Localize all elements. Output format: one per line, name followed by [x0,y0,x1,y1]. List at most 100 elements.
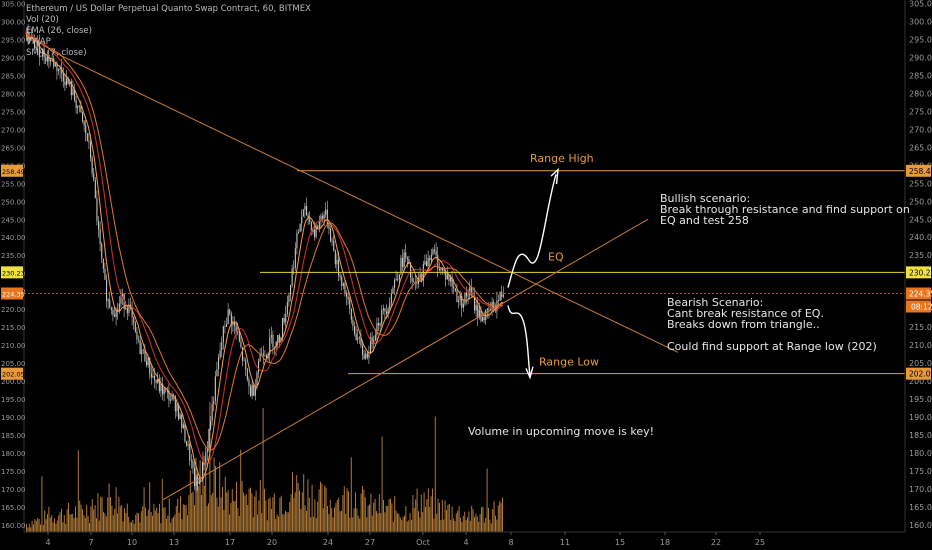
price-tick-label-left: 300.00 [1,19,26,27]
time-tick-label: 25 [755,538,765,547]
price-tick-label-right: 245.00 [909,215,932,224]
svg-text:202.05: 202.05 [909,370,932,379]
price-tick-label-right: 235.00 [909,251,932,260]
price-tick-label-left: 215.00 [1,324,26,332]
price-tick-label-left: 280.00 [1,90,26,98]
price-tick-label-left: 210.00 [1,342,26,350]
price-tick-label-right: 190.00 [909,413,932,422]
bearish-scenario-text: Cant break resistance of EQ. [667,307,824,320]
price-tick-label-left: 305.00 [1,1,26,9]
price-tick-label-right: 300.00 [909,18,932,27]
price-tick-label-left: 290.00 [1,55,26,63]
ascending-trendline [162,218,649,501]
time-tick-label: 18 [660,538,670,547]
price-tick-label-right: 250.00 [909,197,932,206]
price-tick-label-left: 295.00 [1,37,26,45]
time-tick-label: Oct [416,538,430,547]
price-tick-label-right: 285.00 [909,71,932,80]
price-tick-label-right: 270.00 [909,125,932,134]
time-tick-label: 13 [169,538,179,547]
svg-text:258.49: 258.49 [909,167,932,176]
price-tick-label-right: 180.00 [909,449,932,458]
price-tick-label-left: 270.00 [1,126,26,134]
time-tick-label: 4 [45,538,50,547]
svg-text:224.35: 224.35 [2,290,25,298]
price-tick-label-right: 265.00 [909,143,932,152]
range-low-label: Range Low [539,356,599,369]
price-tick-label-right: 290.00 [909,54,932,63]
volume-bars [26,402,503,532]
price-tick-label-left: 285.00 [1,72,26,80]
price-tick-label-right: 195.00 [909,395,932,404]
price-tick-label-left: 250.00 [1,198,26,206]
bearish-arrow [507,305,531,376]
time-axis: 4 7 10 13 17 20 24 27 Oct 4 8 11 15 18 22 25 [24,531,905,547]
time-tick-label: 20 [267,538,277,547]
price-tick-label-right: 295.00 [909,36,932,45]
price-tick-label-left: 220.00 [1,306,26,314]
price-tick-label-right: 210.00 [909,341,932,350]
candle-countdown: 08:12 [911,302,932,311]
price-tick-label-right: 175.00 [909,467,932,476]
price-tick-label-left: 275.00 [1,108,26,116]
bullish-scenario-text: Bullish scenario: [660,192,750,205]
price-tick-label-left: 180.00 [1,450,26,458]
legend-sma: SMA (7, close) [26,48,87,58]
price-tick-label-right: 165.00 [909,503,932,512]
svg-text:230.23: 230.23 [2,269,25,277]
price-tick-label-left: 170.00 [1,486,26,494]
bearish-scenario-text: Bearish Scenario: [667,296,763,309]
descending-trendline [49,49,679,353]
legend-vwap: VWAP [26,37,51,47]
price-tick-label-left: 195.00 [1,396,26,404]
chart-legend: Ethereum / US Dollar Perpetual Quanto Sw… [26,4,311,59]
svg-text:258.49: 258.49 [2,168,25,176]
time-tick-label: 11 [560,538,570,547]
price-tick-label-right: 255.00 [909,179,932,188]
price-badge [906,287,931,300]
bullish-scenario-text: EQ and test 258 [660,214,749,227]
price-tick-label-left: 200.00 [1,378,26,386]
bearish-scenario-text: Breaks down from triangle.. [667,318,820,331]
price-tick-label-left: 235.00 [1,252,26,260]
price-tick-label-right: 170.00 [909,485,932,494]
time-tick-label: 15 [615,538,625,547]
price-tick-label-right: 275.00 [909,107,932,116]
range-high-label: Range High [530,152,594,165]
svg-text:202.05: 202.05 [2,371,25,379]
price-tick-label-right: 185.00 [909,431,932,440]
price-tick-label-left: 190.00 [1,414,26,422]
candles [26,24,504,493]
price-tick-label-right: 200.00 [909,377,932,386]
time-tick-label: 17 [225,538,235,547]
svg-text:230.23: 230.23 [909,268,932,277]
legend-vol: Vol (20) [26,15,59,25]
price-tick-label-left: 175.00 [1,468,26,476]
price-tick-label-right: 205.00 [909,359,932,368]
price-badge [906,367,931,380]
price-badge [906,164,931,177]
time-tick-label: 8 [508,538,513,547]
price-tick-label-right: 160.00 [909,521,932,530]
bullish-scenario-text: Break through resistance and find suppor… [660,203,910,216]
price-tick-label-left: 245.00 [1,216,26,224]
price-tick-label-right: 280.00 [909,89,932,98]
price-tick-label-left: 255.00 [1,180,26,188]
legend-ema: EMA (26, close) [26,26,92,36]
time-tick-label: 10 [127,538,137,547]
volume-note: Volume in upcoming move is key! [468,425,654,438]
time-tick-label: 24 [323,538,333,547]
time-tick-label: 27 [365,538,375,547]
price-tick-label-left: 240.00 [1,234,26,242]
time-tick-label: 4 [463,538,468,547]
moving-averages [25,30,504,479]
time-tick-label: 7 [88,538,93,547]
price-tick-label-right: 305.00 [909,0,932,9]
eq-label: EQ [548,250,564,263]
bullish-arrow [507,174,557,288]
price-badge [906,266,931,279]
price-tick-label-left: 165.00 [1,504,26,512]
